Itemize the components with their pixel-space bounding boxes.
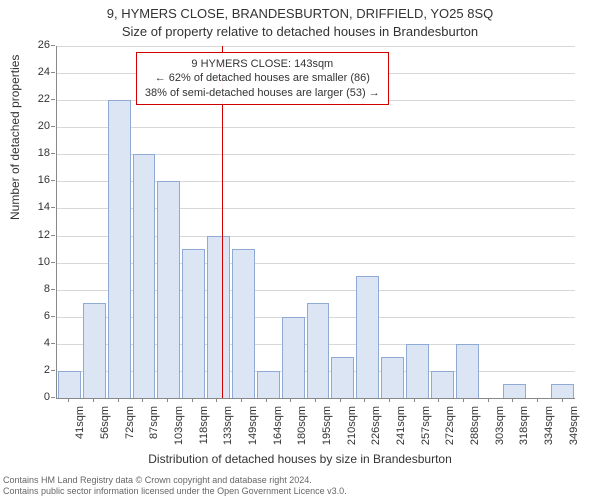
x-tick-label: 257sqm	[420, 406, 432, 450]
x-tick-label: 72sqm	[124, 406, 136, 450]
x-tickmark	[389, 398, 390, 402]
x-tickmark	[142, 398, 143, 402]
x-tick-label: 272sqm	[444, 406, 456, 450]
histogram-bar	[431, 371, 454, 398]
title-sub: Size of property relative to detached ho…	[0, 24, 600, 39]
title-main: 9, HYMERS CLOSE, BRANDESBURTON, DRIFFIEL…	[0, 6, 600, 21]
x-tickmark	[512, 398, 513, 402]
histogram-bar	[381, 357, 404, 398]
histogram-bar	[356, 276, 379, 398]
histogram-bar	[232, 249, 255, 398]
x-tick-label: 56sqm	[99, 406, 111, 450]
y-tick-label: 22	[28, 93, 50, 105]
x-tick-label: 288sqm	[469, 406, 481, 450]
x-tickmark	[93, 398, 94, 402]
y-tick-label: 8	[28, 283, 50, 295]
x-tickmark	[68, 398, 69, 402]
histogram-bar	[58, 371, 81, 398]
histogram-bar	[182, 249, 205, 398]
x-tickmark	[216, 398, 217, 402]
footer-line2: Contains public sector information licen…	[3, 486, 347, 497]
y-tick-label: 18	[28, 147, 50, 159]
plot-area: 9 HYMERS CLOSE: 143sqm ← 62% of detached…	[56, 46, 575, 399]
y-tick-label: 10	[28, 256, 50, 268]
y-tick-label: 14	[28, 201, 50, 213]
y-tick-label: 0	[28, 391, 50, 403]
y-tick-label: 2	[28, 364, 50, 376]
x-tick-label: 87sqm	[148, 406, 160, 450]
y-axis-label: Number of detached properties	[8, 55, 22, 220]
x-tick-label: 318sqm	[518, 406, 530, 450]
annotation-line3: 38% of semi-detached houses are larger (…	[145, 86, 380, 100]
x-tickmark	[315, 398, 316, 402]
footer-line1: Contains HM Land Registry data © Crown c…	[3, 475, 347, 486]
x-tickmark	[364, 398, 365, 402]
annotation-line2: ← 62% of detached houses are smaller (86…	[145, 71, 380, 85]
y-tick-label: 16	[28, 174, 50, 186]
chart-container: 9, HYMERS CLOSE, BRANDESBURTON, DRIFFIEL…	[0, 0, 600, 500]
x-tickmark	[488, 398, 489, 402]
histogram-bar	[257, 371, 280, 398]
x-tickmark	[266, 398, 267, 402]
histogram-bar	[157, 181, 180, 398]
histogram-bar	[503, 384, 526, 398]
histogram-bar	[406, 344, 429, 398]
x-tick-label: 349sqm	[568, 406, 580, 450]
x-tickmark	[192, 398, 193, 402]
x-tickmark	[438, 398, 439, 402]
histogram-bar	[108, 100, 131, 398]
x-tick-label: 103sqm	[173, 406, 185, 450]
y-tick-label: 12	[28, 229, 50, 241]
x-tick-label: 41sqm	[74, 406, 86, 450]
y-tick-label: 20	[28, 120, 50, 132]
x-tick-label: 303sqm	[494, 406, 506, 450]
x-tickmark	[537, 398, 538, 402]
x-tick-label: 210sqm	[346, 406, 358, 450]
footer: Contains HM Land Registry data © Crown c…	[3, 475, 347, 497]
x-tick-label: 164sqm	[272, 406, 284, 450]
x-tickmark	[167, 398, 168, 402]
x-tick-label: 149sqm	[247, 406, 259, 450]
annotation-line1: 9 HYMERS CLOSE: 143sqm	[145, 57, 380, 71]
y-tick-label: 24	[28, 66, 50, 78]
x-tickmark	[463, 398, 464, 402]
x-tick-label: 180sqm	[296, 406, 308, 450]
histogram-bar	[331, 357, 354, 398]
x-tick-label: 226sqm	[370, 406, 382, 450]
histogram-bar	[133, 154, 156, 398]
x-tickmark	[562, 398, 563, 402]
histogram-bar	[551, 384, 574, 398]
histogram-bar	[83, 303, 106, 398]
x-tickmark	[414, 398, 415, 402]
x-axis-label: Distribution of detached houses by size …	[0, 452, 600, 466]
x-tickmark	[241, 398, 242, 402]
x-tickmark	[290, 398, 291, 402]
histogram-bar	[456, 344, 479, 398]
x-tickmark	[340, 398, 341, 402]
y-tick-label: 26	[28, 39, 50, 51]
x-tickmark	[118, 398, 119, 402]
x-tick-label: 334sqm	[543, 406, 555, 450]
y-tick-label: 4	[28, 337, 50, 349]
x-tick-label: 241sqm	[395, 406, 407, 450]
x-tick-label: 133sqm	[222, 406, 234, 450]
histogram-bar	[282, 317, 305, 398]
histogram-bar	[207, 236, 230, 398]
x-tick-label: 195sqm	[321, 406, 333, 450]
x-tick-label: 118sqm	[198, 406, 210, 450]
annotation-box: 9 HYMERS CLOSE: 143sqm ← 62% of detached…	[136, 52, 389, 105]
y-tick-label: 6	[28, 310, 50, 322]
histogram-bar	[307, 303, 330, 398]
